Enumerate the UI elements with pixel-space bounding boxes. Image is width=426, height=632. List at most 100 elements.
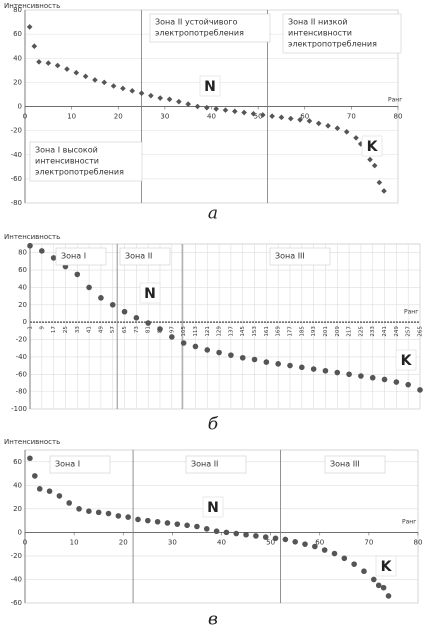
data-point [129,88,136,94]
x-tick-label: 70 [347,113,356,121]
x-tick-label: 73 [134,326,140,333]
x-tick-label: 185 [299,326,305,337]
y-tick-label: 80 [13,6,22,14]
x-tick-label: 10 [67,113,76,121]
data-point [32,473,38,479]
annotation: K [401,353,413,369]
data-point [50,255,57,261]
x-tick-label: 40 [217,538,226,546]
data-point [269,113,275,119]
y-tick-label: -60 [11,175,22,183]
data-point [192,343,199,350]
data-point [213,106,219,112]
data-point [121,308,128,315]
data-point [287,115,294,122]
data-point [174,521,181,527]
data-point [145,320,151,326]
data-point [133,315,140,321]
zone-label-box [269,247,331,266]
data-point [282,536,289,543]
x-tick-label: 129 [217,326,223,337]
x-tick-label: 1 [28,326,34,330]
caption: в [208,610,218,630]
data-point [105,510,112,517]
data-point [185,101,191,107]
data-point [115,513,122,519]
zone-label-box [282,13,402,54]
x-axis-label: Ранг [402,519,416,526]
data-point [253,533,259,539]
data-point [417,387,423,393]
data-point [203,526,210,532]
data-point [239,354,246,361]
data-point [346,371,352,378]
x-tick-label: 201 [323,326,329,337]
x-tick-label: 209 [335,326,341,337]
zone-label-box [185,455,247,474]
x-tick-label: 177 [288,326,294,337]
data-point [375,582,382,589]
data-point [157,95,164,101]
y-tick-label: 40 [13,481,22,489]
data-point [243,531,249,538]
zone-label-box [149,13,271,43]
x-tick-label: 9 [39,326,45,330]
data-point [306,118,313,124]
x-tick-label: 97 [169,326,175,333]
y-axis-label: Интенсивность [4,233,60,241]
data-point [370,576,377,583]
data-point [310,366,317,372]
caption: б [208,415,219,435]
zone-label-box [55,247,107,266]
data-point [194,523,200,530]
y-tick-label: 20 [18,301,27,309]
y-tick-label: 0 [18,528,22,536]
data-point [54,62,61,69]
y-axis-label: Интенсивность [4,2,60,10]
data-point [361,568,367,575]
data-point [299,364,305,371]
annotation: N [144,286,156,302]
data-point [302,541,308,547]
data-point [154,518,161,525]
data-point [27,455,33,462]
data-point [259,112,266,118]
y-tick-label: -40 [11,151,22,159]
y-tick-label: 40 [18,283,27,291]
annotation: N [207,500,219,516]
data-point [278,114,285,121]
data-point [381,376,388,383]
data-point [263,359,270,365]
x-tick-label: 225 [358,326,364,337]
data-point [64,66,70,72]
y-axis-label: Интенсивность [4,438,60,446]
x-tick-label: 169 [276,326,282,337]
data-point [74,271,81,278]
data-point [204,347,211,353]
x-tick-label: 20 [119,538,128,546]
y-tick-label: -40 [11,575,22,583]
data-point [405,381,411,388]
zone-label: Зона II [191,460,218,469]
data-point [222,107,229,113]
data-point [312,543,318,550]
data-point [76,506,82,512]
x-tick-label: 153 [252,326,258,337]
y-tick-label: -40 [16,353,27,361]
x-tick-label: 161 [264,326,270,337]
data-point [341,555,348,562]
annotation-box [199,75,221,97]
annotation-box [395,349,417,371]
data-point [213,528,220,535]
data-point [343,129,350,135]
x-tick-label: 20 [114,113,123,121]
y-tick-label: 80 [18,249,27,257]
data-point [369,374,376,381]
annotation-box [375,555,397,577]
data-point [148,92,154,99]
data-point [381,188,387,194]
y-tick-label: 40 [13,54,22,62]
x-tick-label: 217 [347,326,353,337]
zone-label: электропотребления [155,29,244,38]
